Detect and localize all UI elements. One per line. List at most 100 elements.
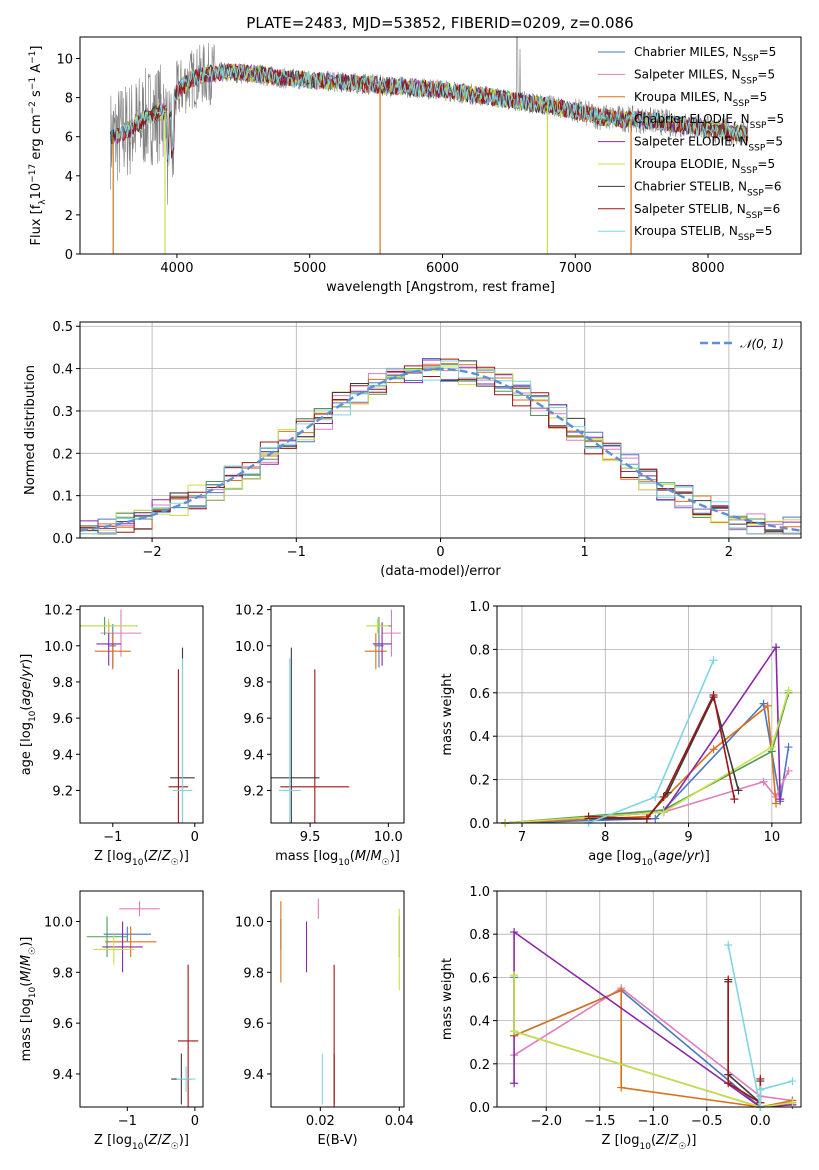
label-part: Z [668, 1133, 679, 1148]
label-part: yr [686, 849, 702, 864]
label-part: Flux [f [29, 204, 44, 245]
x-tick-label: 6000 [426, 261, 459, 276]
y-tick-label: 0.2 [469, 774, 490, 789]
label-part: )] [179, 1133, 189, 1148]
weight-line-chabrier-elodie [505, 692, 790, 824]
label-part: M [19, 970, 34, 981]
model-line-kroupa-stelib [115, 64, 749, 164]
mass_vs_ebv-frame [270, 890, 405, 1108]
x-tick-label: −0.5 [691, 1114, 723, 1129]
y-tick-label: 0.1 [52, 490, 73, 505]
label-part: ( [350, 849, 355, 864]
label-part: ( [651, 1133, 656, 1148]
x-tick-label: 7 [518, 830, 526, 845]
y-tick-label: 0.6 [469, 687, 490, 702]
weight-marker [724, 941, 733, 949]
age_vs_mass-x-label: mass [log10(M/M☉)] [275, 849, 400, 868]
label-part: ( [19, 982, 34, 987]
label-part: 10 [28, 986, 38, 998]
x-tick-label: 0.02 [306, 1114, 335, 1129]
label-part: SSP [733, 99, 750, 109]
y-tick-label: 1.0 [469, 600, 490, 615]
x-tick-label: 1 [581, 545, 589, 560]
weight-marker [763, 701, 772, 710]
weight-marker [510, 928, 519, 937]
y-tick-label: 9.6 [243, 712, 264, 727]
errorbar-kroupa-miles [94, 633, 131, 670]
weight-marker [772, 643, 781, 652]
errorbar-salpeter-miles [119, 901, 160, 917]
label-part: 10 [641, 858, 653, 868]
label-part: )] [390, 849, 400, 864]
x-tick-label: −2.0 [530, 1114, 562, 1129]
observed-spectrum-line [110, 37, 749, 205]
age_vs_mass-axes: 9.5 10.0 9.2 9.4 9.6 9.8 10.0 10.2 [235, 604, 403, 845]
legend-entry: Chabrier MILES, NSSP=5 [634, 45, 776, 64]
label-part: SSP [741, 76, 758, 86]
x-tick-label: −1.5 [584, 1114, 616, 1129]
label-part: SSP [746, 211, 763, 221]
label-part: ☉ [382, 858, 390, 868]
label-part: −1 [28, 51, 38, 64]
errorbar-kroupa-miles [364, 633, 387, 670]
y-tick-label: 0.4 [469, 1015, 490, 1030]
y-tick-label: 9.6 [52, 712, 73, 727]
label-part: Z [log [94, 1133, 132, 1148]
y-tick-label: 0.6 [469, 971, 490, 986]
label-part: M [19, 955, 34, 966]
y-tick-label: 9.4 [243, 748, 264, 763]
label-part: Kroupa ELODIE, N [634, 157, 741, 171]
y-tick-label: 0.5 [52, 320, 73, 335]
weight_vs_age-y-label: mass weight [440, 673, 455, 755]
label-part: mass weight [440, 958, 455, 1040]
weight-line-kroupa-elodie [513, 975, 793, 1108]
weight_vs_age-frame [496, 605, 802, 824]
errorbar-kroupa-elodie [93, 934, 135, 965]
y-tick-label: 8 [65, 92, 73, 107]
legend-entry: Salpeter ELODIE, NSSP=5 [634, 135, 783, 154]
x-tick-label: −1 [103, 830, 122, 845]
label-part: ( [143, 849, 148, 864]
x-tick-label: 8 [601, 830, 609, 845]
errorbar-kroupa-stelib [278, 658, 301, 823]
label-part: =5 [757, 157, 775, 171]
y-tick-label: 9.4 [52, 748, 73, 763]
weight-marker [724, 975, 733, 984]
weight-marker [784, 686, 793, 695]
weight-marker [510, 1027, 519, 1036]
x-tick-label: 10.0 [374, 830, 403, 845]
label-part: (data-model)/error [380, 564, 501, 579]
weight-line-salpeter-elodie [505, 644, 781, 824]
weight-marker [709, 690, 718, 699]
errorbar-chabrier-stelib [271, 647, 320, 823]
weight-marker [784, 766, 793, 775]
label-part: SSP [748, 144, 765, 154]
y-tick-label: 0.8 [469, 928, 490, 943]
x-tick-label: 9 [684, 830, 692, 845]
label-part: M [370, 849, 381, 864]
age_vs_Z-y-label: age [log10(age/yr)] [19, 654, 38, 776]
label-part: E(B-V) [317, 1133, 357, 1148]
spectrum-axes: 4000 5000 6000 7000 8000 0 2 4 6 8 10 [56, 53, 724, 276]
label-part: −1 [28, 77, 38, 90]
weight-line-salpeter-miles [513, 987, 793, 1102]
y-tick-label: 10.0 [235, 640, 264, 655]
y-tick-label: 9.2 [52, 784, 73, 799]
y-tick-label: 4 [65, 170, 73, 185]
y-tick-label: 9.8 [52, 966, 73, 981]
weight-marker [642, 814, 651, 823]
label-part: ( [653, 849, 658, 864]
y-tick-label: 0.0 [469, 817, 490, 832]
errorbar-salpeter-stelib [280, 669, 350, 823]
label-part: / [19, 676, 34, 681]
label-part: Z [log [94, 849, 132, 864]
label-part: / [157, 849, 162, 864]
legend-entry: Salpeter MILES, NSSP=5 [634, 67, 775, 86]
weight-marker [759, 699, 768, 708]
weight-marker [651, 814, 660, 823]
label-part: yr [19, 662, 34, 678]
label-part: =5 [765, 135, 783, 149]
residuals-axes: −2 −1 0 1 2 0.0 0.1 0.2 0.3 0.4 0.5 [52, 320, 801, 560]
residuals-frame [79, 321, 802, 539]
x-tick-label: 5000 [293, 261, 326, 276]
